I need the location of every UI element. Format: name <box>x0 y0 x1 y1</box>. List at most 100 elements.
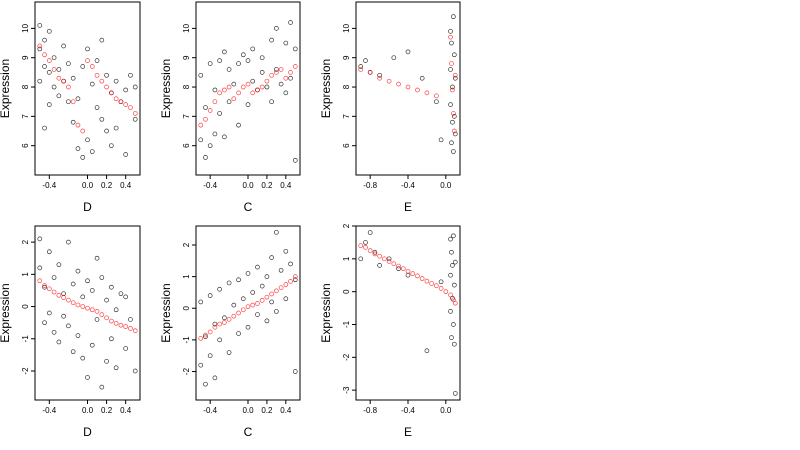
observed-point <box>434 99 439 105</box>
fitted-point <box>274 70 279 75</box>
observed-point <box>217 58 222 63</box>
observed-point <box>109 284 114 290</box>
observed-point <box>198 72 204 78</box>
fitted-point <box>429 281 434 286</box>
observed-point <box>236 122 241 128</box>
observed-point <box>283 296 289 302</box>
fitted-point <box>448 292 453 298</box>
observed-point <box>226 67 232 72</box>
y-axis-title: Expression <box>159 59 173 118</box>
fitted-point <box>451 128 457 134</box>
observed-point <box>61 43 66 49</box>
observed-point <box>405 49 411 55</box>
observed-point <box>109 143 114 149</box>
fitted-point <box>75 302 81 308</box>
observed-point <box>80 155 86 160</box>
fitted-point <box>236 90 241 96</box>
fitted-point <box>240 307 246 313</box>
observed-point <box>61 313 66 319</box>
y-tick-label: 7 <box>21 114 30 119</box>
observed-point <box>363 58 368 63</box>
observed-point <box>113 365 119 371</box>
fitted-point <box>123 324 129 329</box>
observed-point <box>203 334 208 340</box>
observed-point <box>240 52 246 58</box>
fitted-point <box>42 283 47 288</box>
fitted-point <box>377 253 382 259</box>
y-tick-label: 2 <box>182 242 191 247</box>
observed-point <box>113 78 119 84</box>
fitted-point <box>128 326 133 331</box>
fitted-point <box>80 304 86 309</box>
x-tick-label: 0.4 <box>120 181 132 190</box>
observed-point <box>132 84 138 90</box>
observed-point <box>42 284 47 290</box>
fitted-point <box>80 128 86 134</box>
fitted-point <box>424 278 430 284</box>
fitted-point <box>123 102 129 107</box>
fitted-point <box>207 108 213 113</box>
observed-point <box>37 265 43 271</box>
fitted-point <box>386 78 392 84</box>
fitted-point <box>94 309 100 314</box>
y-tick-label: -2 <box>342 353 351 361</box>
observed-point <box>75 146 81 151</box>
observed-point <box>85 46 90 52</box>
observed-point <box>358 256 364 262</box>
fitted-point <box>198 122 204 128</box>
observed-point <box>99 275 105 280</box>
fitted-point <box>104 315 109 321</box>
fitted-point <box>212 99 218 105</box>
observed-point <box>66 99 71 105</box>
fitted-point <box>89 307 95 313</box>
observed-point <box>449 249 454 255</box>
fitted-point <box>245 304 251 310</box>
fitted-point <box>288 70 293 75</box>
observed-point <box>438 279 444 285</box>
y-axis-title: Expression <box>0 59 12 118</box>
y-tick-label: 8 <box>21 84 30 89</box>
observed-point <box>89 288 95 293</box>
x-tick-label: 0.0 <box>82 406 94 415</box>
observed-point <box>94 105 100 110</box>
observed-point <box>207 353 213 359</box>
x-tick-label: 0.0 <box>242 181 254 190</box>
x-axis-title: C <box>244 425 253 439</box>
observed-point <box>269 99 274 105</box>
y-tick-label: 8 <box>342 84 351 89</box>
observed-point <box>217 286 222 292</box>
y-tick-label: -1 <box>21 335 30 343</box>
fitted-point <box>382 256 387 262</box>
observed-point <box>99 116 105 122</box>
x-tick-label: -0.8 <box>363 406 377 415</box>
x-tick-label: 0.4 <box>280 406 292 415</box>
x-tick-label: 0.4 <box>280 181 292 190</box>
fitted-point <box>377 75 382 81</box>
fitted-point <box>89 64 95 69</box>
observed-point <box>264 274 270 279</box>
observed-point <box>255 264 260 270</box>
fitted-point <box>70 300 76 306</box>
fitted-point <box>231 96 237 102</box>
observed-point <box>259 55 265 61</box>
observed-point <box>42 125 47 131</box>
fitted-point <box>255 87 260 93</box>
observed-point <box>222 134 227 140</box>
observed-point <box>94 255 100 261</box>
observed-point <box>448 102 453 107</box>
fitted-point <box>372 251 378 257</box>
observed-point <box>231 302 237 308</box>
observed-point <box>207 293 213 298</box>
y-tick-label: -2 <box>182 367 191 375</box>
observed-point <box>255 312 260 317</box>
y-tick-label: 6 <box>342 143 351 148</box>
fitted-point <box>66 297 71 303</box>
fitted-point <box>449 61 454 66</box>
y-tick-label: 1 <box>21 272 30 277</box>
observed-point <box>113 307 119 313</box>
observed-point <box>451 233 456 239</box>
fitted-point <box>452 72 458 78</box>
fitted-point <box>46 286 52 292</box>
fitted-point <box>109 318 114 324</box>
observed-point <box>46 70 52 75</box>
